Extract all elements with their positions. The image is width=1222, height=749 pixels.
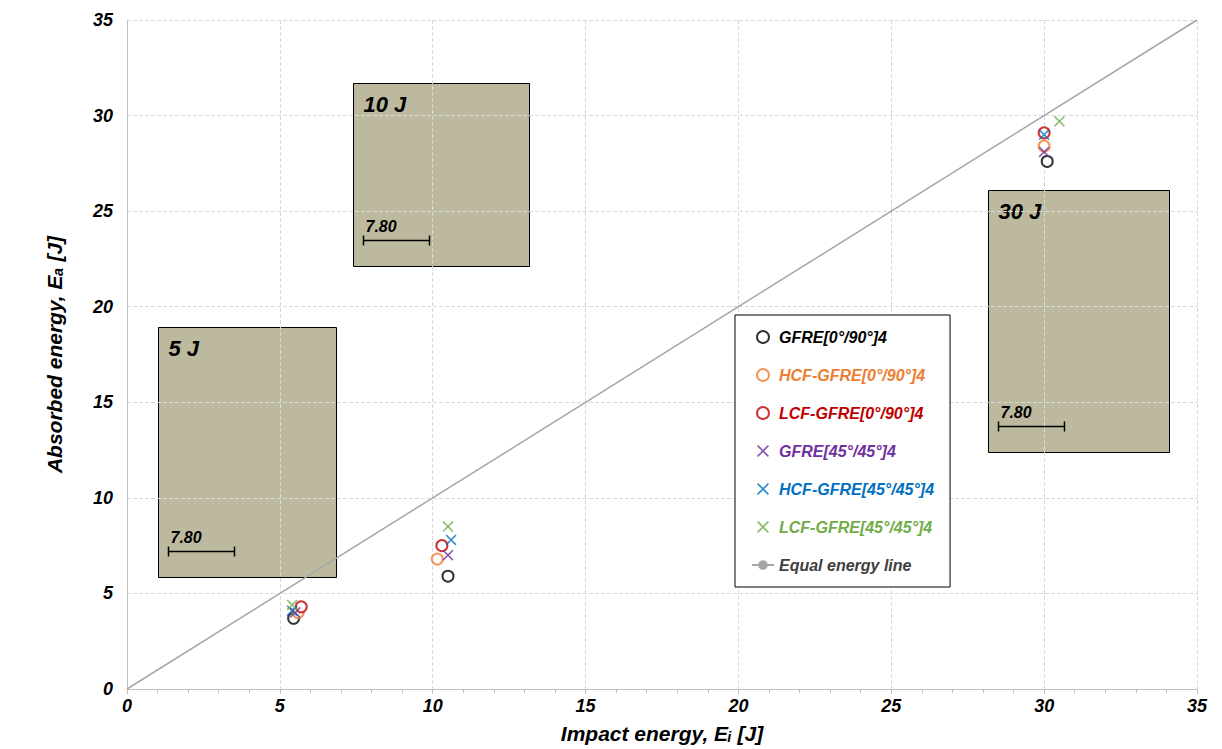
svg-text:10 J: 10 J	[364, 92, 408, 117]
svg-text:HCF-GFRE[45°/45°]4: HCF-GFRE[45°/45°]4	[779, 481, 934, 498]
svg-text:7.80: 7.80	[171, 529, 202, 546]
svg-text:10: 10	[93, 488, 113, 508]
svg-text:35: 35	[1187, 696, 1208, 716]
svg-text:15: 15	[576, 696, 597, 716]
svg-text:0: 0	[122, 696, 132, 716]
svg-text:5: 5	[103, 583, 114, 603]
svg-text:GFRE[45°/45°]4: GFRE[45°/45°]4	[779, 443, 896, 460]
svg-text:25: 25	[880, 696, 902, 716]
svg-text:7.80: 7.80	[366, 218, 397, 235]
svg-text:5: 5	[275, 696, 286, 716]
svg-text:LCF-GFRE[0°/90°]4: LCF-GFRE[0°/90°]4	[779, 405, 923, 422]
svg-text:Impact energy, Eᵢ [J]: Impact energy, Eᵢ [J]	[561, 722, 764, 745]
svg-text:15: 15	[93, 392, 114, 412]
svg-text:25: 25	[92, 201, 114, 221]
svg-text:30 J: 30 J	[998, 199, 1042, 224]
svg-text:HCF-GFRE[0°/90°]4: HCF-GFRE[0°/90°]4	[779, 367, 925, 384]
svg-text:0: 0	[103, 679, 113, 699]
svg-text:GFRE[0°/90°]4: GFRE[0°/90°]4	[779, 329, 887, 346]
svg-text:10: 10	[423, 696, 443, 716]
svg-text:5 J: 5 J	[169, 336, 200, 361]
svg-text:LCF-GFRE[45°/45°]4: LCF-GFRE[45°/45°]4	[779, 519, 932, 536]
svg-text:30: 30	[93, 106, 113, 126]
svg-text:35: 35	[93, 10, 114, 30]
svg-text:7.80: 7.80	[1001, 404, 1032, 421]
svg-text:20: 20	[727, 696, 748, 716]
svg-text:30: 30	[1034, 696, 1054, 716]
svg-text:Equal energy line: Equal energy line	[779, 557, 912, 574]
svg-text:20: 20	[92, 297, 113, 317]
svg-text:Absorbed energy, Eₐ [J]: Absorbed energy, Eₐ [J]	[43, 235, 66, 474]
